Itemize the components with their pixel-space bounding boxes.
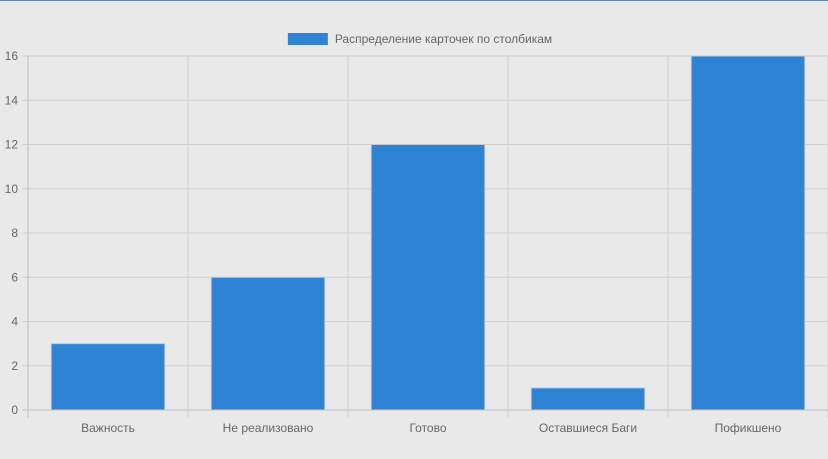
x-tick-label: Оставшиеся Баги: [539, 421, 637, 435]
y-tick-label: 0: [11, 403, 18, 417]
y-tick-label: 10: [5, 182, 19, 196]
legend[interactable]: Распределение карточек по столбикам: [287, 32, 552, 46]
x-axis: Важность Не реализовано Готово Оставшиеся Б…: [81, 421, 782, 435]
bar[interactable]: [370, 144, 486, 411]
bar[interactable]: [50, 343, 166, 411]
y-tick-label: 2: [11, 359, 18, 373]
y-axis: 0 2 4 6 8 10 12 14 16: [5, 49, 19, 417]
y-tick-label: 4: [11, 315, 18, 329]
x-tick-label: Готово: [409, 421, 446, 435]
y-tick-label: 12: [5, 138, 19, 152]
x-tick-label: Пофикшено: [715, 421, 782, 435]
y-tick-label: 14: [5, 93, 19, 107]
bar[interactable]: [530, 387, 646, 411]
bar[interactable]: [210, 276, 326, 411]
bar[interactable]: [690, 55, 806, 411]
y-tick-label: 8: [11, 226, 18, 240]
legend-label: Распределение карточек по столбикам: [335, 32, 552, 46]
legend-swatch: [287, 33, 328, 45]
y-tick-label: 6: [11, 270, 18, 284]
x-tick-label: Важность: [81, 421, 135, 435]
bars: [50, 55, 806, 411]
top-border-line: [0, 0, 828, 1]
x-tick-label: Не реализовано: [223, 421, 314, 435]
y-tick-label: 16: [5, 49, 19, 63]
